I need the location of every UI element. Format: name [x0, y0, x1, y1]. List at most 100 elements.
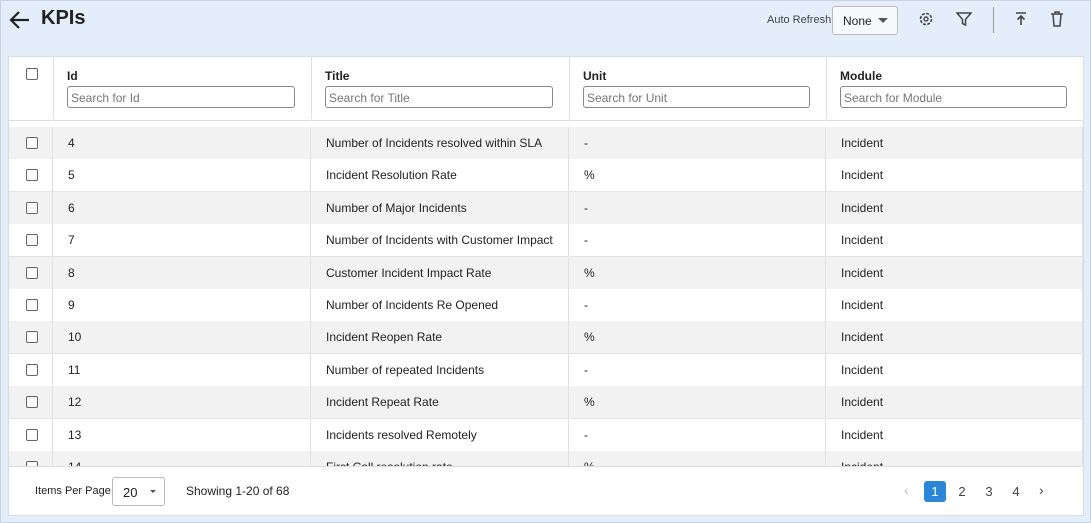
page-button[interactable]: 1 [924, 481, 946, 502]
next-page[interactable]: › [1039, 482, 1044, 498]
row-checkbox[interactable] [26, 266, 38, 279]
table-cell: Incident [826, 224, 1083, 257]
table-cell: Incident Resolution Rate [311, 159, 569, 192]
checkbox-cell [9, 256, 53, 289]
prev-page[interactable]: ‹ [904, 482, 909, 498]
row-checkbox[interactable] [26, 363, 38, 376]
select-all-checkbox[interactable] [26, 68, 38, 80]
divider [993, 7, 994, 33]
row-checkbox[interactable] [26, 201, 38, 214]
row-checkbox[interactable] [26, 331, 38, 344]
table-cell: Incident [826, 321, 1083, 354]
header-cell: Id Search for Id [53, 57, 312, 119]
table-cell: % [569, 256, 826, 289]
auto-refresh-label: Auto Refresh [767, 14, 832, 26]
table-cell: % [569, 451, 826, 467]
checkbox-cell [9, 386, 53, 419]
table-cell: Number of Incidents Re Opened [311, 289, 569, 321]
table-card: 4 Number of Incidents resolved within SLA… [8, 56, 1084, 516]
table-cell: Incident [826, 353, 1083, 386]
row-checkbox[interactable] [26, 396, 38, 409]
row-checkbox[interactable] [26, 299, 38, 311]
table-cell: 12 [53, 386, 311, 419]
table-cell: Incident [826, 418, 1083, 451]
table-cell: Incident [826, 159, 1083, 192]
page-button[interactable]: 2 [958, 484, 966, 499]
table-body: 4 Number of Incidents resolved within SLA… [9, 120, 1083, 467]
search-input[interactable]: Search for Module [840, 86, 1067, 108]
auto-refresh-select[interactable]: None [832, 6, 898, 35]
page-title: KPIs [41, 7, 86, 29]
table-cell: - [569, 191, 826, 224]
items-per-page-value: 20 [123, 485, 138, 500]
table-cell: Incident [826, 386, 1083, 419]
showing-text: Showing 1-20 of 68 [186, 484, 290, 498]
search-input[interactable]: Search for Id [67, 86, 295, 108]
search-input[interactable]: Search for Title [325, 86, 553, 108]
checkbox-cell [9, 353, 53, 386]
settings-icon[interactable] [918, 11, 934, 27]
table-cell: % [569, 159, 826, 192]
checkbox-cell [9, 159, 53, 192]
header-cell [9, 57, 54, 119]
table-row: 12 Incident Repeat Rate% Incident [9, 386, 1083, 420]
table-cell: Number of repeated Incidents [311, 353, 569, 386]
table-row: 6 Number of Major Incidents - Incident [9, 191, 1083, 225]
table-cell: 9 [53, 289, 311, 321]
items-per-page-label: Items Per Page [35, 485, 111, 497]
filter-icon[interactable] [956, 11, 972, 27]
row-checkbox[interactable] [26, 234, 38, 247]
table-cell: - [569, 224, 826, 257]
table-cell: 4 [53, 127, 311, 159]
table-cell: 14 [53, 451, 311, 467]
dropdown-arrow [150, 490, 156, 493]
table-row: 13 Incidents resolved Remotely - Incident [9, 418, 1083, 452]
table-cell: Number of Incidents with Customer Impact [311, 224, 569, 257]
table-row: 11 Number of repeated Incidents - Incident [9, 353, 1083, 387]
table-cell: - [569, 353, 826, 386]
checkbox-cell [9, 224, 53, 257]
back-button[interactable] [9, 10, 31, 30]
column-header: Unit [583, 69, 607, 83]
row-checkbox[interactable] [26, 428, 38, 441]
delete-icon[interactable] [1050, 11, 1064, 27]
column-header: Module [840, 69, 882, 83]
table-cell: % [569, 321, 826, 354]
table-row: 10 Incident Reopen Rate% Incident [9, 321, 1083, 355]
table-cell: Number of Incidents resolved within SLA [311, 127, 569, 159]
table-cell: First Call resolution rate [311, 451, 569, 467]
checkbox-cell [9, 191, 53, 224]
dropdown-arrow [878, 18, 888, 23]
row-checkbox[interactable] [26, 169, 38, 182]
table-cell: Incident Reopen Rate [311, 321, 569, 354]
header-cell: Unit Search for Unit [569, 57, 827, 119]
checkbox-cell [9, 418, 53, 451]
checkbox-cell [9, 451, 53, 467]
row-checkbox[interactable] [26, 137, 38, 149]
page-button[interactable]: 3 [985, 484, 993, 499]
checkbox-cell [9, 127, 53, 159]
table-cell: - [569, 418, 826, 451]
table-cell: Incident Repeat Rate [311, 386, 569, 419]
items-per-page-select[interactable]: 20 [112, 477, 165, 506]
table-cell: Customer Incident Impact Rate [311, 256, 569, 289]
table-cell: 8 [53, 256, 311, 289]
row-checkbox[interactable] [26, 461, 38, 467]
table-cell: % [569, 386, 826, 419]
column-header: Id [67, 69, 78, 83]
table-cell: - [569, 127, 826, 159]
table-cell: 5 [53, 159, 311, 192]
header-cell: Title Search for Title [311, 57, 570, 119]
table-footer: Items Per Page 20 Showing 1-20 of 68 ‹ ›… [9, 466, 1083, 516]
table-row: 9 Number of Incidents Re Opened - Incident [9, 289, 1083, 322]
table-cell: 10 [53, 321, 311, 354]
column-header: Title [325, 69, 350, 83]
table-row: 4 Number of Incidents resolved within SLA… [9, 127, 1083, 160]
page-button[interactable]: 4 [1012, 484, 1020, 499]
header-cell: Module Search for Module [826, 57, 1084, 119]
table-cell: - [569, 289, 826, 321]
checkbox-cell [9, 321, 53, 354]
search-input[interactable]: Search for Unit [583, 86, 810, 108]
export-icon[interactable] [1014, 11, 1028, 27]
table-cell: Incident [826, 289, 1083, 321]
